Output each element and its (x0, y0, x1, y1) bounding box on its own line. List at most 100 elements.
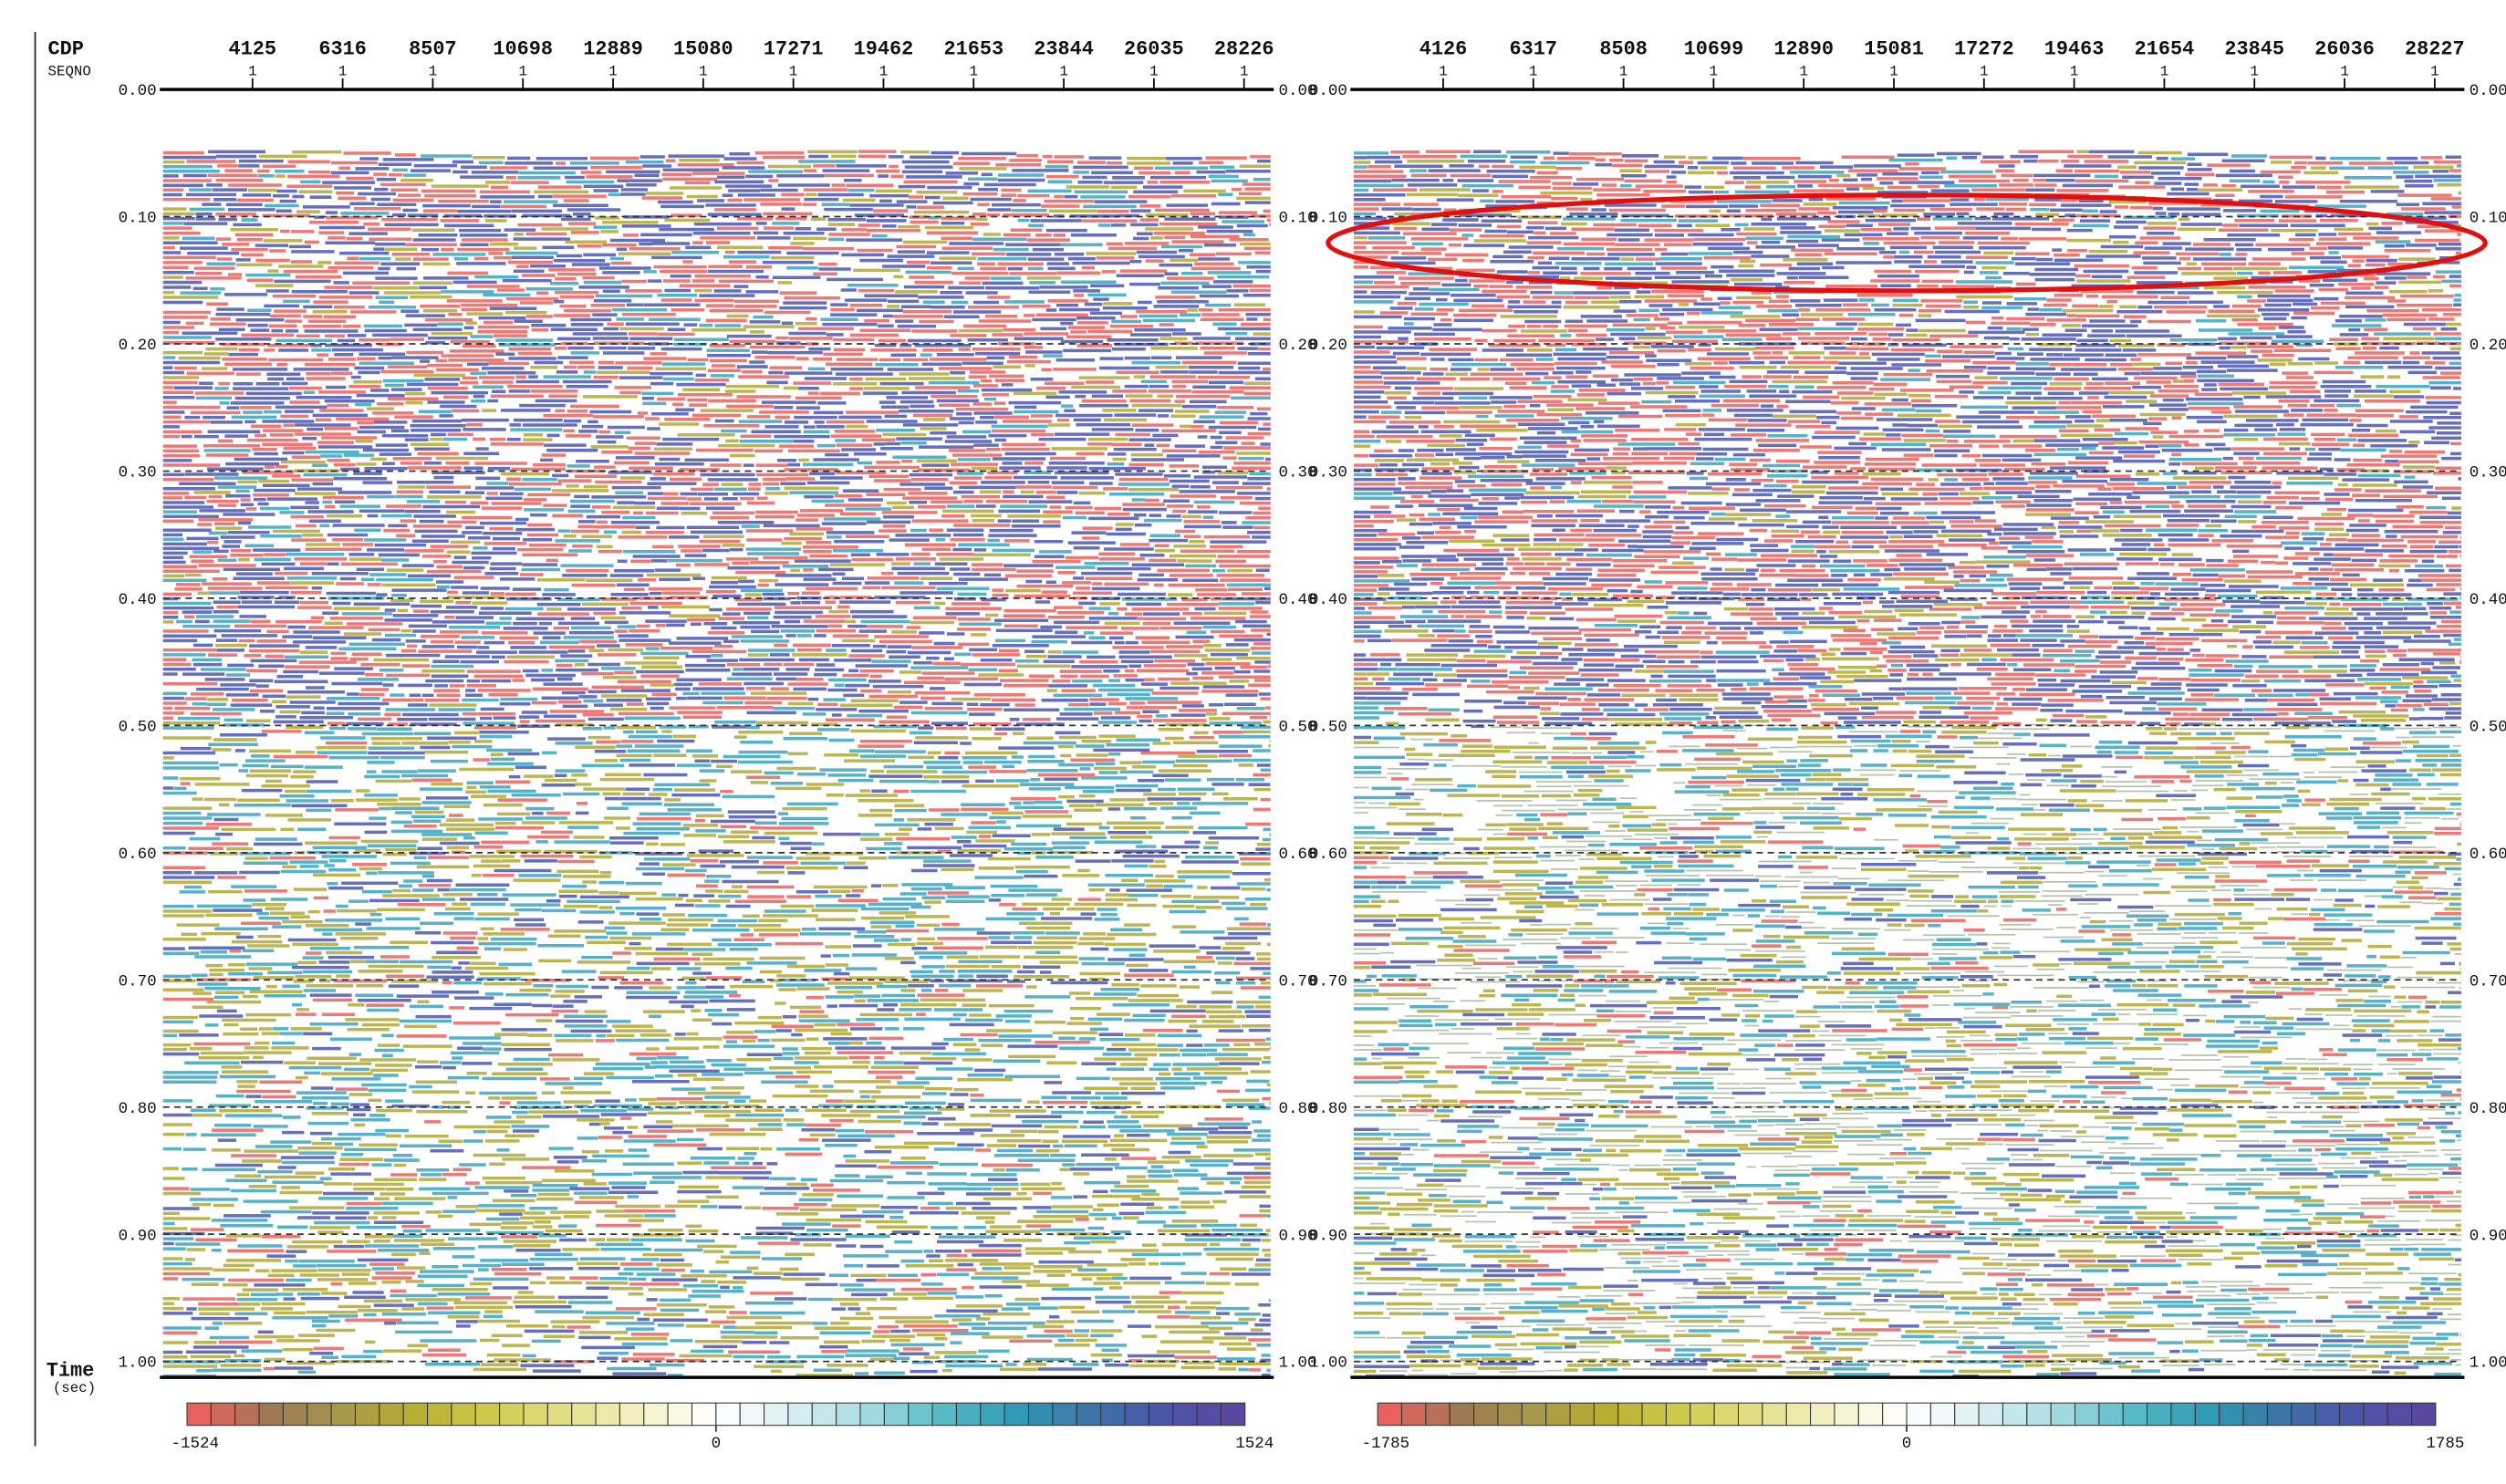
colorbar-cell (1906, 1402, 1931, 1427)
colorbar-cell (955, 1402, 982, 1427)
cdp-label: 4126 (1419, 38, 1468, 61)
cdp-label: 8508 (1599, 38, 1648, 61)
colorbar-cell (908, 1402, 933, 1427)
time-tick-label: 0.70 (1309, 972, 1347, 991)
seismic-trace (162, 150, 1271, 1377)
cdp-label: 23845 (2224, 38, 2284, 61)
time-tick-label: 0.80 (1279, 1100, 1317, 1118)
colorbar-cell (2098, 1402, 2124, 1427)
cdp-label: 12889 (583, 38, 643, 61)
cdp-label: 19463 (2044, 38, 2105, 61)
time-tick-label: 0.30 (1309, 464, 1347, 483)
time-tick-label: 0.20 (1279, 337, 1317, 355)
colorbar-cell (2363, 1402, 2388, 1427)
time-tick-label: 0.00 (1309, 82, 1347, 100)
colorbar-cell (2050, 1402, 2076, 1427)
colorbar-min: -1785 (1362, 1435, 1410, 1453)
seqno-label: 1 (2430, 63, 2438, 79)
colorbar-cell (619, 1402, 645, 1427)
colorbar-cell (1449, 1402, 1475, 1427)
colorbar-cell (2291, 1402, 2316, 1427)
time-tick-label: 0.00 (119, 82, 157, 100)
seqno-label: 1 (1439, 63, 1447, 79)
colorbar-cell (1196, 1402, 1222, 1427)
colorbar-cell (1978, 1402, 2003, 1427)
time-tick-label: 0.10 (2470, 210, 2506, 228)
colorbar-cell (210, 1402, 236, 1427)
seismic-trace (1353, 150, 2461, 1359)
colorbar-cell (1148, 1402, 1174, 1427)
colorbar-cell (379, 1402, 404, 1427)
time-tick-label: 0.40 (119, 591, 157, 609)
time-tick-label: 0.50 (2470, 718, 2506, 736)
colorbar-cell (1810, 1402, 1835, 1427)
seqno-label: 1 (1059, 63, 1067, 79)
colorbar-cell (883, 1402, 910, 1427)
time-tick-label: 0.10 (119, 210, 157, 228)
time-tick-label: 1.00 (1279, 1354, 1317, 1373)
colorbar-cell (1521, 1402, 1547, 1427)
panels: 0.00 0.000.10 0.100.20 0.200.30 0.300.40 0.40… (119, 38, 2506, 1454)
cdp-label: 17272 (1954, 38, 2014, 61)
colorbar-cell (764, 1402, 789, 1427)
time-tick-label: 0.60 (1279, 846, 1317, 864)
cdp-label: 15081 (1864, 38, 1924, 61)
time-tick-label: 0.30 (1279, 464, 1317, 483)
colorbar-max: 1524 (1235, 1435, 1274, 1453)
colorbar-cell (1400, 1402, 1427, 1427)
time-tick-label: 0.70 (1279, 972, 1317, 991)
cdp-label: 6316 (318, 38, 367, 61)
time-tick-label: 0.20 (2470, 337, 2506, 355)
seqno-label: 1 (1980, 63, 1988, 79)
colorbar-cell (499, 1402, 525, 1427)
cdp-label: 28227 (2405, 38, 2465, 61)
time-tick-label: 0.30 (2470, 464, 2506, 483)
cdp-label: 26035 (1124, 38, 1184, 61)
seqno-label: 1 (1240, 63, 1248, 79)
colorbar-cell (1785, 1402, 1812, 1427)
cdp-label: 23844 (1034, 38, 1094, 61)
time-tick-label: 0.30 (119, 464, 157, 483)
seqno-label: 1 (338, 63, 347, 79)
cdp-label: 10699 (1684, 38, 1744, 61)
colorbar-cell (2074, 1402, 2100, 1427)
colorbar-cell (1052, 1402, 1077, 1427)
seqno-label: 1 (1799, 63, 1807, 79)
time-tick-label: 0.50 (1279, 718, 1317, 736)
colorbar-cell (1220, 1402, 1246, 1427)
seqno-label: 1 (1149, 63, 1158, 79)
colorbar-cell (1617, 1402, 1643, 1427)
colorbar-cell (811, 1402, 837, 1427)
colorbar-cell (1100, 1402, 1126, 1427)
colorbar-cell (2170, 1402, 2196, 1427)
colorbar-cell (1497, 1402, 1523, 1427)
seqno-label: 1 (699, 63, 707, 79)
seqno-label: 1 (518, 63, 526, 79)
colorbar-cell (258, 1402, 284, 1427)
seqno-label: 1 (429, 63, 437, 79)
cdp-label: 19462 (854, 38, 914, 61)
seqno-label: 1 (879, 63, 888, 79)
colorbar-cell (2002, 1402, 2028, 1427)
seqno-label: 1 (2160, 63, 2168, 79)
seqno-label: 1 (970, 63, 978, 79)
colorbar-cell (1172, 1402, 1198, 1427)
seismic-trace (1353, 150, 2461, 1378)
seismic-trace (1353, 723, 2461, 1377)
time-tick-label: 0.10 (1279, 210, 1317, 228)
colorbar-cell (1425, 1402, 1451, 1427)
colorbar-cell (451, 1402, 476, 1427)
colorbar-cell (1882, 1402, 1908, 1427)
seqno-label: 1 (2070, 63, 2078, 79)
colorbar-cell (402, 1402, 429, 1427)
cdp-label: 10698 (493, 38, 553, 61)
time-tick-label: 0.10 (1309, 210, 1347, 228)
time-tick-label: 0.00 (2470, 82, 2506, 100)
time-tick-label: 0.40 (1309, 591, 1347, 609)
cdp-header: CDP (48, 38, 84, 61)
time-tick-label: 0.90 (119, 1227, 157, 1245)
colorbar-cell (2266, 1402, 2293, 1427)
colorbar-cell (546, 1402, 573, 1427)
seqno-label: 1 (248, 63, 256, 79)
colorbar-cell (474, 1402, 501, 1427)
